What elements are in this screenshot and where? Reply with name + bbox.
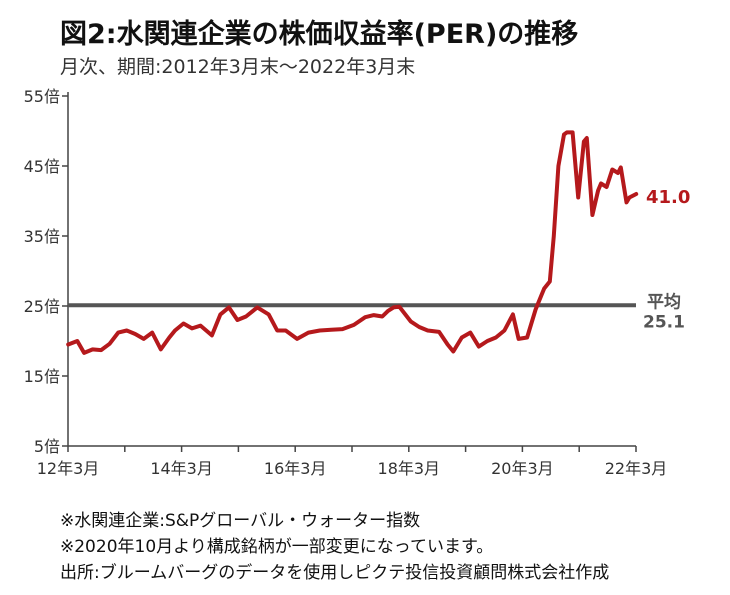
x-tick-label: 18年3月 (378, 459, 441, 478)
y-tick-label: 25倍 (24, 297, 60, 316)
chart-subtitle: 月次、期間:2012年3月末～2022年3月末 (60, 56, 416, 78)
x-tick-label: 20年3月 (491, 459, 554, 478)
end-value-label: 41.0 (646, 187, 690, 208)
y-tick-label: 15倍 (24, 367, 60, 386)
x-tick-label: 12年3月 (37, 459, 100, 478)
y-tick-label: 55倍 (24, 87, 60, 106)
x-tick-label: 22年3月 (605, 459, 668, 478)
per-series-line (66, 130, 639, 355)
x-tick-label: 16年3月 (264, 459, 327, 478)
chart-title: 図2:水関連企業の株価収益率(PER)の推移 (60, 19, 579, 50)
average-label: 平均 (647, 291, 681, 312)
y-tick-label: 45倍 (24, 157, 60, 176)
footnote-index-definition: ※水関連企業:S&Pグローバル・ウォーター指数 (60, 511, 421, 531)
average-value-label: 25.1 (643, 312, 685, 332)
footnote-source: 出所:ブルームバーグのデータを使用しピクテ投信投資顧問株式会社作成 (60, 563, 610, 583)
y-tick-label: 5倍 (34, 437, 60, 456)
footnote-constituent-change: ※2020年10月より構成銘柄が一部変更になっています。 (60, 537, 494, 557)
footnotes: ※水関連企業:S&Pグローバル・ウォーター指数 ※2020年10月より構成銘柄が… (60, 508, 609, 586)
x-tick-label: 14年3月 (150, 459, 213, 478)
y-tick-label: 35倍 (24, 227, 60, 246)
